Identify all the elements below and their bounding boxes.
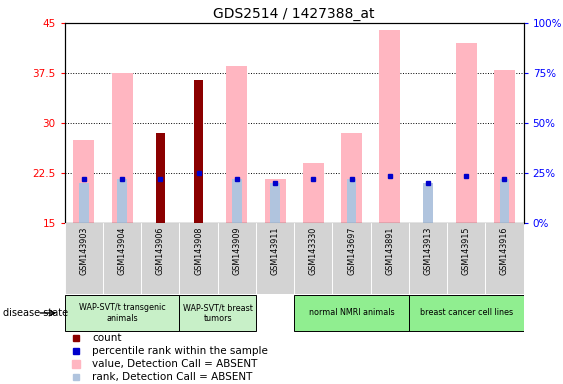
Text: GSM143915: GSM143915 bbox=[462, 226, 471, 275]
FancyBboxPatch shape bbox=[65, 223, 103, 294]
Text: GSM143911: GSM143911 bbox=[271, 226, 280, 275]
Text: GSM143903: GSM143903 bbox=[79, 226, 88, 275]
Title: GDS2514 / 1427388_at: GDS2514 / 1427388_at bbox=[213, 7, 375, 21]
Bar bbox=[423, 183, 433, 223]
FancyBboxPatch shape bbox=[332, 223, 370, 294]
Text: GSM143697: GSM143697 bbox=[347, 226, 356, 275]
Text: GSM143909: GSM143909 bbox=[233, 226, 242, 275]
Bar bbox=[494, 70, 515, 223]
Bar bbox=[270, 183, 280, 223]
Bar bbox=[341, 133, 362, 223]
Bar bbox=[155, 133, 165, 223]
Text: GSM143891: GSM143891 bbox=[385, 226, 394, 275]
FancyBboxPatch shape bbox=[180, 295, 256, 331]
FancyBboxPatch shape bbox=[218, 223, 256, 294]
FancyBboxPatch shape bbox=[294, 295, 409, 331]
Text: GSM143904: GSM143904 bbox=[118, 226, 127, 275]
Text: WAP-SVT/t transgenic
animals: WAP-SVT/t transgenic animals bbox=[79, 303, 166, 323]
Text: rank, Detection Call = ABSENT: rank, Detection Call = ABSENT bbox=[92, 372, 253, 382]
Bar bbox=[79, 183, 88, 223]
Bar bbox=[379, 30, 400, 223]
FancyBboxPatch shape bbox=[485, 223, 524, 294]
Bar bbox=[194, 79, 203, 223]
FancyBboxPatch shape bbox=[370, 223, 409, 294]
Text: count: count bbox=[92, 333, 122, 343]
Text: normal NMRI animals: normal NMRI animals bbox=[309, 308, 394, 318]
Text: GSM143916: GSM143916 bbox=[500, 226, 509, 275]
Bar bbox=[73, 139, 95, 223]
FancyBboxPatch shape bbox=[409, 295, 524, 331]
FancyBboxPatch shape bbox=[447, 223, 485, 294]
FancyBboxPatch shape bbox=[65, 295, 180, 331]
Bar bbox=[303, 163, 324, 223]
FancyBboxPatch shape bbox=[103, 223, 141, 294]
Text: WAP-SVT/t breast
tumors: WAP-SVT/t breast tumors bbox=[183, 303, 253, 323]
Text: value, Detection Call = ABSENT: value, Detection Call = ABSENT bbox=[92, 359, 258, 369]
Text: GSM143908: GSM143908 bbox=[194, 226, 203, 275]
Bar bbox=[347, 179, 356, 223]
FancyBboxPatch shape bbox=[180, 223, 218, 294]
Bar bbox=[117, 179, 127, 223]
FancyBboxPatch shape bbox=[409, 223, 447, 294]
Bar bbox=[226, 66, 247, 223]
Text: percentile rank within the sample: percentile rank within the sample bbox=[92, 346, 268, 356]
FancyBboxPatch shape bbox=[256, 223, 294, 294]
Bar bbox=[111, 73, 133, 223]
Bar bbox=[232, 179, 242, 223]
Text: GSM143906: GSM143906 bbox=[156, 226, 165, 275]
Text: GSM143330: GSM143330 bbox=[309, 226, 318, 275]
FancyBboxPatch shape bbox=[141, 223, 180, 294]
Text: disease state: disease state bbox=[3, 308, 68, 318]
Bar bbox=[500, 179, 510, 223]
Bar bbox=[265, 179, 285, 223]
Text: breast cancer cell lines: breast cancer cell lines bbox=[419, 308, 513, 318]
Bar bbox=[455, 43, 477, 223]
FancyBboxPatch shape bbox=[294, 223, 332, 294]
Text: GSM143913: GSM143913 bbox=[423, 226, 432, 275]
